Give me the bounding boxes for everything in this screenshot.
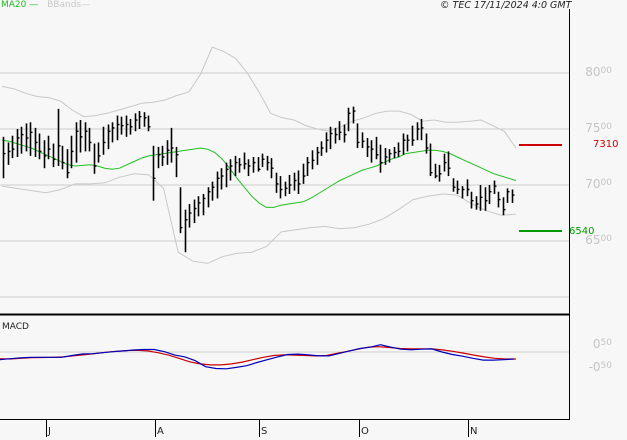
bollinger-upper-band [1, 46, 517, 149]
legend-bbands-swatch: — [81, 0, 91, 10]
macd-panel-title: MACD [2, 322, 29, 332]
bollinger-lower-band [1, 173, 517, 264]
month-label: N [470, 426, 478, 437]
y-axis-tick-label: 6500 [585, 233, 612, 247]
month-label: J [48, 426, 51, 437]
month-label: S [261, 426, 268, 437]
month-label: O [361, 426, 369, 437]
month-label: A [157, 426, 164, 437]
chart-legend: MA20 — BBands— [1, 0, 90, 11]
macd-line [0, 344, 515, 370]
copyright-timestamp: © TEC 17/11/2024 4:0 GMT [440, 0, 572, 11]
resistance-level-label: 7310 [593, 139, 619, 150]
support-level-label: 6540 [569, 226, 595, 237]
legend-bbands: BBands [47, 0, 82, 10]
y-axis-tick-label: 8000 [585, 65, 612, 79]
macd-axis-tick-label: -050 [588, 360, 612, 374]
y-axis-tick-label: 7000 [585, 177, 612, 191]
y-axis-tick-label: 7500 [585, 121, 612, 135]
legend-ma20-swatch: — [26, 0, 39, 10]
macd-axis-tick-label: 050 [592, 337, 612, 351]
legend-ma20: MA20 [1, 0, 27, 10]
